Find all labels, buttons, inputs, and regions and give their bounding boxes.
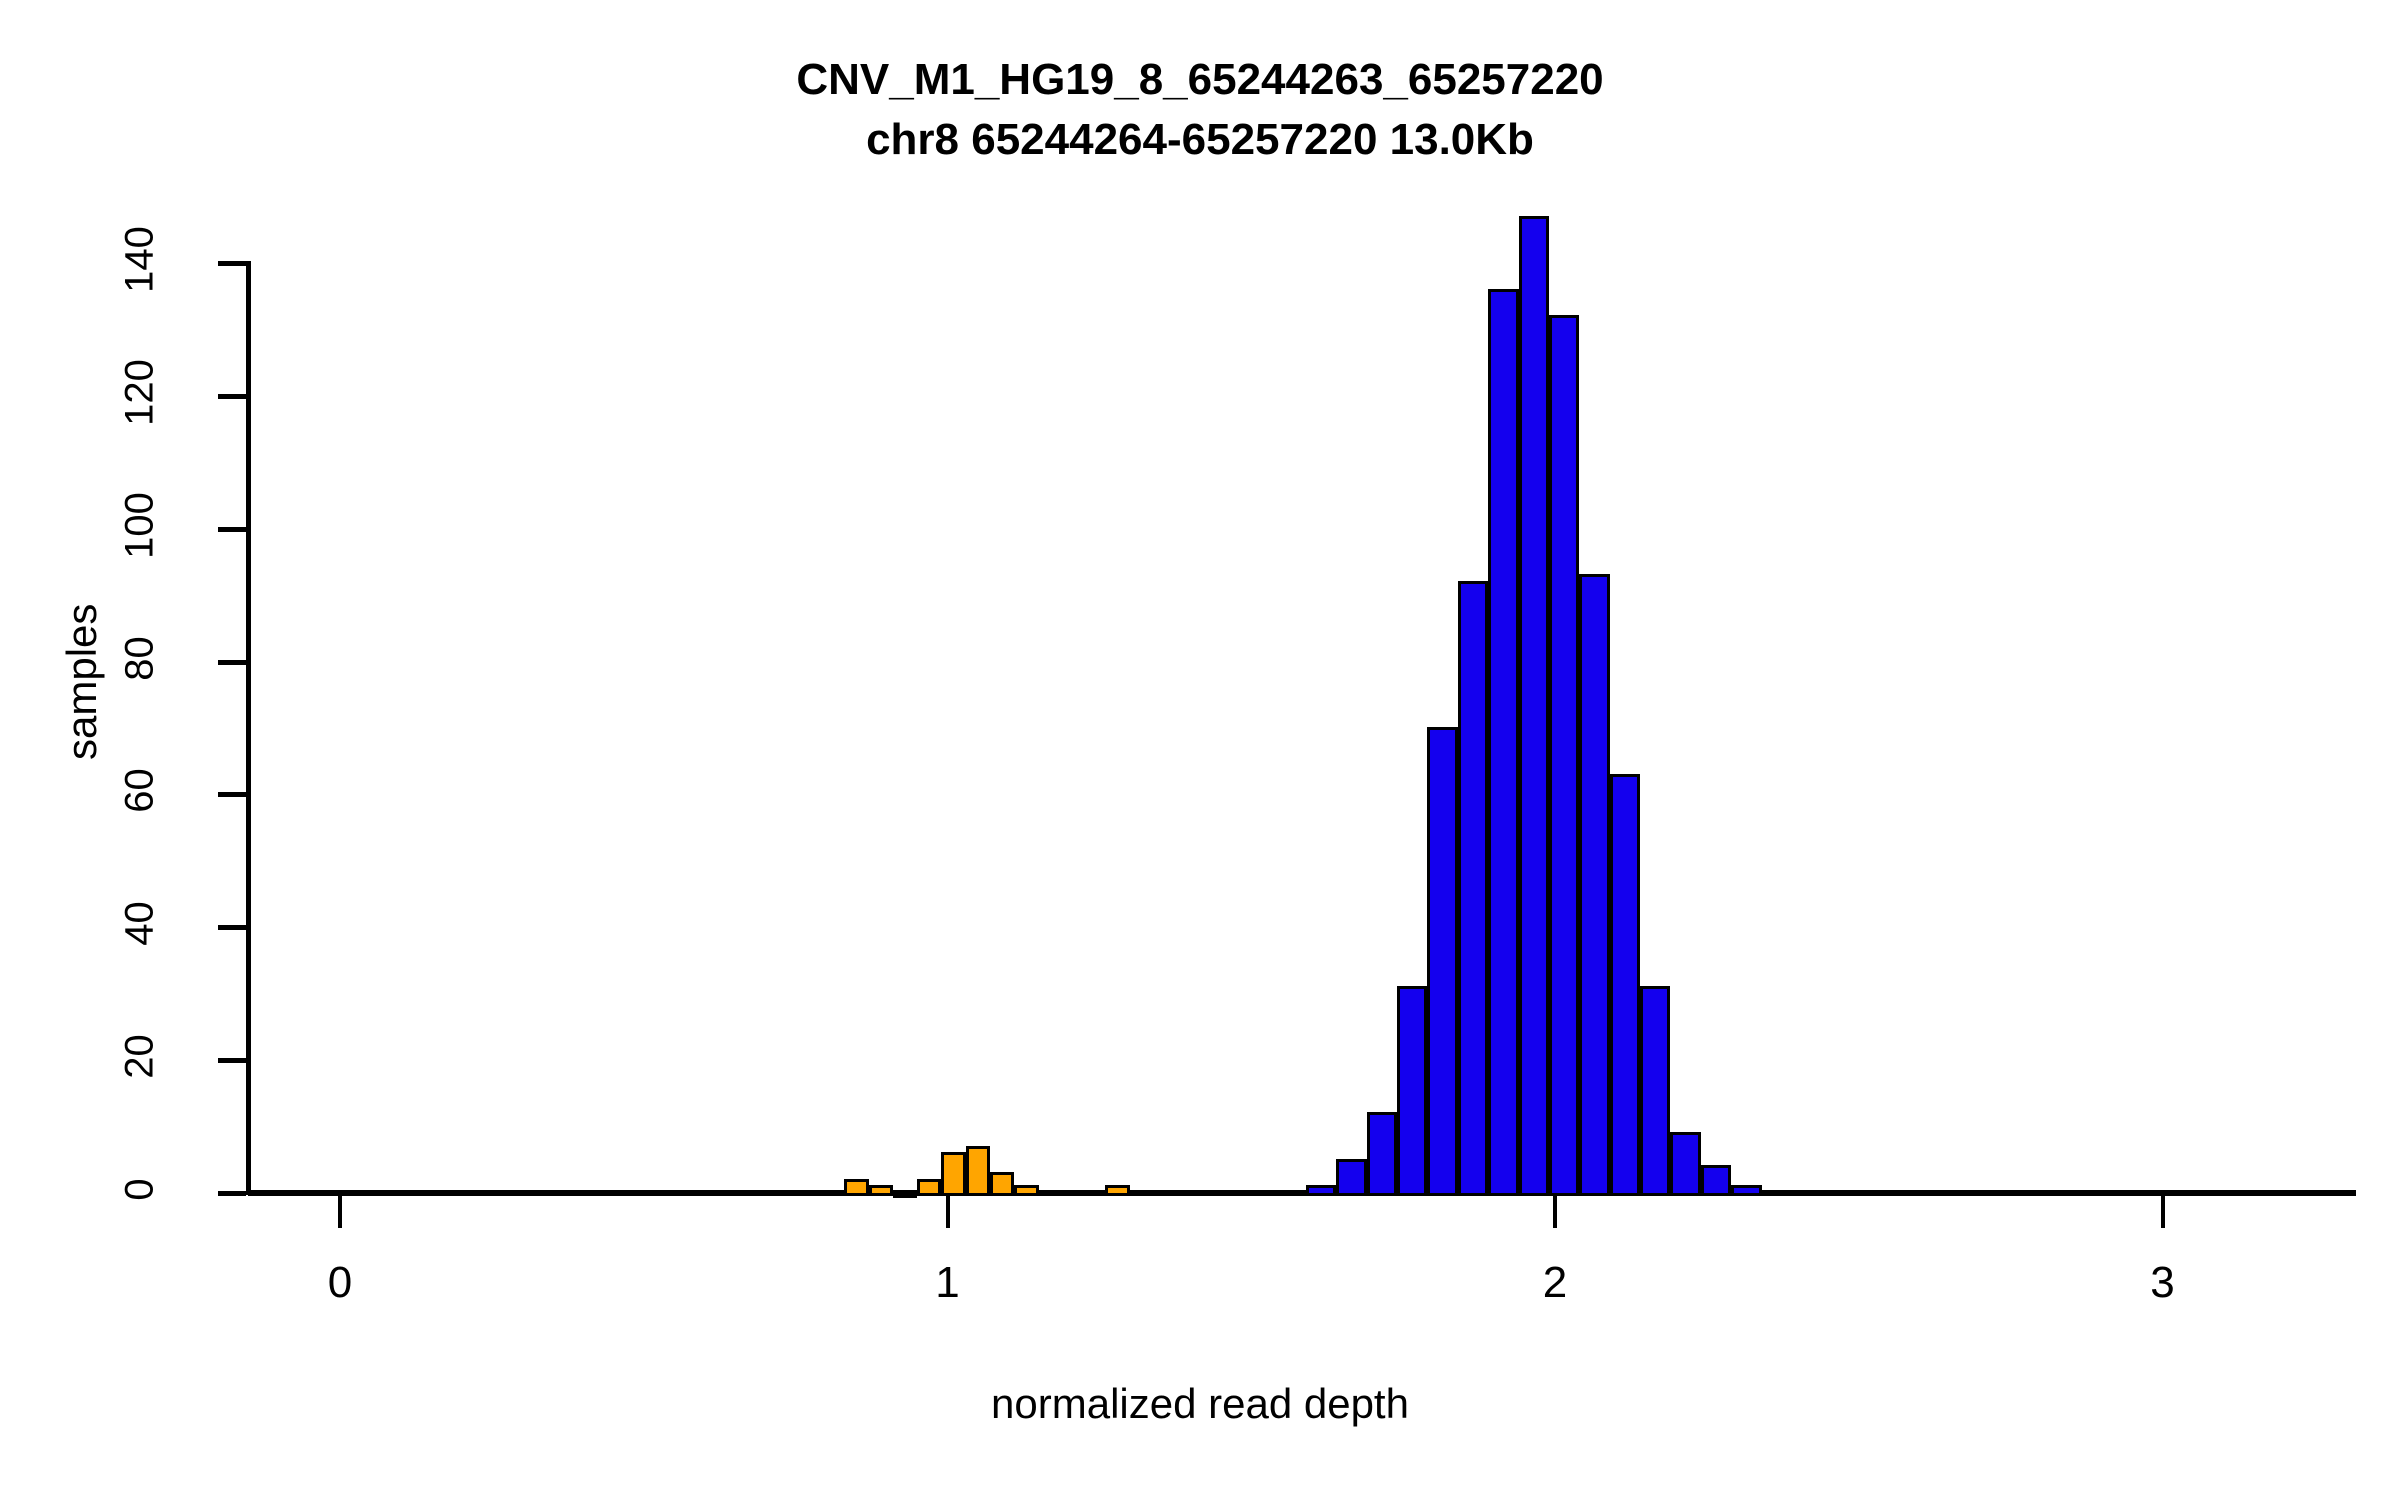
histogram-bar (1609, 773, 1641, 1196)
y-axis-tick-label: 0 (117, 1178, 162, 1201)
y-axis-tick-label: 120 (117, 358, 162, 426)
y-axis-title: samples (58, 603, 105, 760)
y-axis-tick (218, 393, 246, 399)
y-axis-tick-label: 60 (117, 768, 162, 814)
chart-title-line-1: CNV_M1_HG19_8_65244263_65257220 (796, 55, 1604, 104)
histogram-bar (1305, 1185, 1337, 1196)
x-axis-tick-label: 1 (935, 1258, 960, 1307)
histogram-bar (1105, 1185, 1130, 1196)
histogram-bar (1427, 727, 1458, 1196)
histogram-bar (1700, 1165, 1732, 1196)
y-axis-tick-label: 40 (117, 901, 162, 947)
chart-title: CNV_M1_HG19_8_65244263_65257220 chr8 652… (0, 50, 2400, 170)
y-axis-tick (218, 526, 246, 532)
histogram-bar (1670, 1132, 1701, 1196)
histogram-bar (1640, 986, 1671, 1196)
histogram-bar (1457, 580, 1489, 1196)
y-axis-tick (218, 792, 246, 798)
histogram-bar (1014, 1185, 1039, 1196)
histogram-bar (941, 1152, 966, 1196)
y-axis-tick-label: 140 (117, 226, 162, 293)
chart-title-line-2: chr8 65244264-65257220 13.0Kb (866, 115, 1534, 164)
histogram-bar (1579, 574, 1610, 1196)
x-axis-line (248, 1190, 2356, 1196)
x-axis-tick (1553, 1196, 1557, 1228)
y-axis-tick (218, 659, 246, 665)
histogram-bar (1397, 986, 1428, 1196)
histogram-bar (917, 1178, 942, 1196)
x-axis-tick-label: 3 (2150, 1258, 2175, 1307)
histogram-bar (892, 1192, 918, 1198)
y-axis-tick (218, 1191, 246, 1196)
x-axis-tick (338, 1196, 342, 1228)
histogram-bar (1366, 1112, 1398, 1196)
x-axis-tick (945, 1196, 950, 1228)
y-axis-line (246, 261, 251, 1195)
histogram-bar (1488, 288, 1519, 1196)
histogram-bar (1336, 1158, 1367, 1196)
histogram-bar (990, 1172, 1015, 1196)
x-axis-tick (2160, 1196, 2165, 1228)
histogram-bar (1731, 1185, 1762, 1196)
histogram-bar (868, 1185, 893, 1196)
y-axis-tick (218, 1058, 246, 1064)
x-axis-tick-label: 2 (1542, 1258, 1568, 1307)
y-axis-tick-label: 20 (117, 1034, 162, 1079)
x-axis-tick-label: 0 (327, 1258, 353, 1307)
histogram-bar (1518, 215, 1549, 1196)
x-axis-title: normalized read depth (991, 1380, 1409, 1427)
y-axis-tick (218, 261, 246, 266)
y-axis-tick (218, 925, 246, 931)
y-axis-tick-label: 80 (117, 635, 162, 681)
histogram-bar (844, 1178, 869, 1196)
histogram-bar (1548, 315, 1580, 1196)
histogram-bar (965, 1145, 991, 1196)
y-axis-tick-label: 100 (117, 491, 162, 559)
